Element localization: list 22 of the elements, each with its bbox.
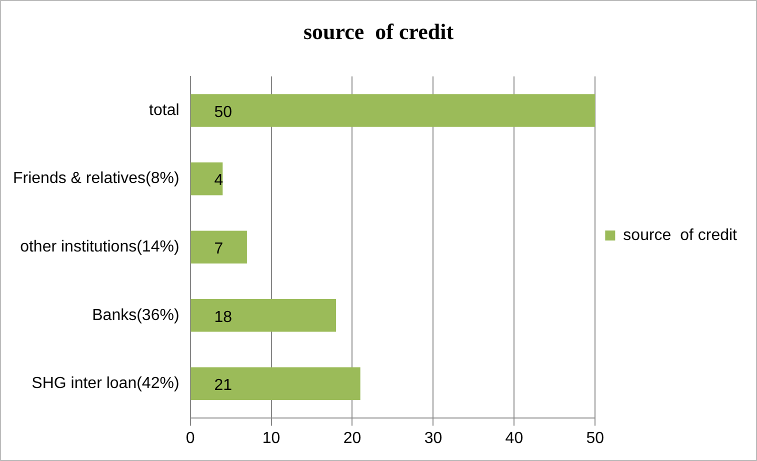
x-tick-label: 10 [262,430,280,447]
data-label: 50 [214,104,232,121]
y-tick-label: other institutions(14%) [20,238,180,256]
bar [190,162,223,196]
bar [190,94,596,127]
chart-title: source of credit [303,18,454,44]
data-label: 7 [214,240,224,258]
x-tick-label: 50 [586,430,604,447]
x-tick-label: 30 [424,430,442,447]
bar [190,298,336,332]
y-tick-label: Banks(36%) [92,306,180,324]
legend-label: source of credit [623,226,738,244]
data-label: 21 [214,377,232,394]
y-tick-label: total [149,102,180,119]
data-label: 18 [214,308,232,326]
x-tick-label: 40 [505,430,524,447]
y-tick-label: SHG inter loan(42%) [32,375,180,392]
x-tick-label: 20 [343,430,362,447]
bar [190,367,360,400]
bar [190,230,247,264]
x-tick-label: 0 [186,430,195,447]
y-tick-label: Friends & relatives(8%) [12,170,180,188]
